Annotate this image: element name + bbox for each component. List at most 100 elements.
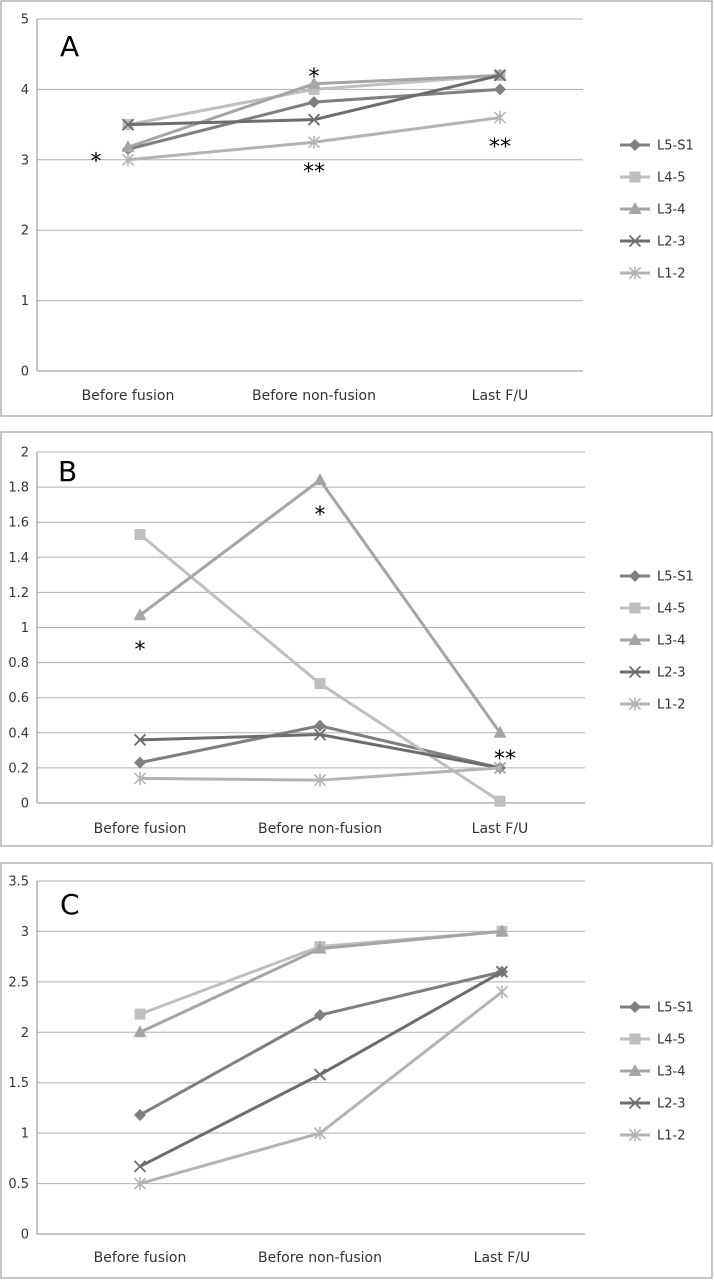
data-point-l1-2 xyxy=(493,761,507,775)
y-tick-label: 1.8 xyxy=(8,481,29,496)
y-tick-label: 0.2 xyxy=(8,761,29,776)
y-tick-label: 4 xyxy=(21,83,29,98)
legend-label: L5-S1 xyxy=(657,139,694,154)
x-tick-label: Before fusion xyxy=(94,1250,187,1266)
significance-annotation: * xyxy=(91,149,102,174)
chart-panel-b: 0 0.2 0.4 0.6 0.8 1 1.2 1.4 1.6 1.8 2 Before fusion… xyxy=(0,431,714,848)
legend-marker xyxy=(628,697,642,711)
data-point-l2-3 xyxy=(133,733,147,746)
data-point-l3-4 xyxy=(133,608,147,621)
panel-label: A xyxy=(60,30,79,63)
data-point-l1-2 xyxy=(133,771,147,785)
data-point-l4-5 xyxy=(134,528,146,540)
data-point-l3-4 xyxy=(313,473,327,486)
data-point-l3-4 xyxy=(493,725,507,738)
legend-label: L5-S1 xyxy=(657,570,694,585)
legend-label: L3-4 xyxy=(657,203,685,218)
y-tick-label: 0 xyxy=(21,365,29,380)
y-tick-label: 0.6 xyxy=(8,691,29,706)
legend-item-l2-3: L2-3 xyxy=(620,235,685,250)
chart-frame xyxy=(0,0,713,417)
data-point-l2-3 xyxy=(495,965,509,978)
x-tick-label: Before fusion xyxy=(82,388,175,404)
data-point-l5-s1 xyxy=(134,1108,146,1121)
legend-label: L4-5 xyxy=(657,1033,685,1048)
chart-c-svg: 0 0.5 1 1.5 2 2.5 3 3.5 Before fusion Before non-… xyxy=(0,862,713,1279)
legend-item-l3-4: L3-4 xyxy=(620,633,685,649)
legend-marker xyxy=(629,1001,641,1013)
data-point-l3-4 xyxy=(313,941,327,954)
y-tick-label: 1.4 xyxy=(8,551,29,566)
data-point-l2-3 xyxy=(121,118,135,131)
legend-item-l4-5: L4-5 xyxy=(620,602,685,617)
data-point-l5-s1 xyxy=(308,96,320,109)
legend-marker xyxy=(628,234,642,248)
series-l1-2 xyxy=(133,985,509,1191)
legend-marker xyxy=(629,171,641,183)
significance-annotation: ** xyxy=(494,747,516,772)
data-point-l1-2 xyxy=(121,153,135,167)
series-l3-4 xyxy=(133,924,509,1038)
series-l2-3 xyxy=(133,965,509,1173)
legend: L5-S1 L4-5 L3-4 L2-3 L1-2 xyxy=(620,570,694,713)
chart-a-svg: 0 1 2 3 4 5 Before fusion Before non-fusion Last… xyxy=(0,0,713,417)
series-l1-2 xyxy=(133,761,507,787)
y-tick-label: 0 xyxy=(21,1228,29,1243)
data-point-l2-3 xyxy=(493,69,507,82)
legend-marker xyxy=(628,1128,642,1142)
y-tick-label: 3 xyxy=(21,153,29,168)
legend-label: L4-5 xyxy=(657,602,685,617)
legend-item-l3-4: L3-4 xyxy=(620,202,685,218)
series-l4-5 xyxy=(134,528,506,807)
data-point-l1-2 xyxy=(495,985,509,999)
x-tick-label: Before non-fusion xyxy=(258,1250,382,1266)
x-tick-label: Before non-fusion xyxy=(258,821,382,837)
data-point-l2-3 xyxy=(313,1068,327,1081)
x-tick-label: Last F/U xyxy=(472,388,529,404)
chart-frame xyxy=(0,431,713,847)
y-tick-label: 1.6 xyxy=(8,516,29,531)
data-point-l4-5 xyxy=(134,1008,146,1020)
data-point-l3-4 xyxy=(133,1025,147,1038)
data-point-l1-2 xyxy=(313,773,327,787)
data-point-l4-5 xyxy=(314,678,326,690)
legend-marker xyxy=(629,1033,641,1045)
legend-marker xyxy=(628,665,642,679)
data-point-l1-2 xyxy=(133,1177,147,1191)
data-point-l5-s1 xyxy=(134,756,146,769)
y-tick-label: 1 xyxy=(21,294,29,309)
legend-marker xyxy=(628,633,642,645)
data-point-l2-3 xyxy=(307,113,321,126)
significance-annotation: ** xyxy=(489,135,511,160)
y-tick-label: 1 xyxy=(21,1127,29,1142)
legend-label: L1-2 xyxy=(657,698,685,713)
legend-item-l1-2: L1-2 xyxy=(620,1128,685,1144)
series-l1-2 xyxy=(121,111,507,167)
legend-marker xyxy=(629,602,641,614)
data-point-l5-s1 xyxy=(314,719,326,732)
chart-b-svg: 0 0.2 0.4 0.6 0.8 1 1.2 1.4 1.6 1.8 2 Before fusion… xyxy=(0,431,713,847)
legend-label: L3-4 xyxy=(657,1065,685,1080)
legend-item-l5-s1: L5-S1 xyxy=(620,1001,694,1016)
data-point-l2-3 xyxy=(313,728,327,741)
data-point-l1-2 xyxy=(307,135,321,149)
x-tick-label: Before fusion xyxy=(94,821,187,837)
series-l3-4 xyxy=(133,473,507,738)
legend-marker xyxy=(628,1064,642,1076)
y-tick-label: 1.2 xyxy=(8,586,29,601)
y-tick-label: 2 xyxy=(21,1026,29,1041)
legend-label: L4-5 xyxy=(657,171,685,186)
y-tick-label: 1.5 xyxy=(8,1076,29,1091)
panel-label: C xyxy=(60,888,80,921)
series-l2-3 xyxy=(121,69,507,131)
significance-annotation: * xyxy=(315,503,326,528)
data-point-l4-5 xyxy=(494,795,506,807)
x-tick-label: Last F/U xyxy=(472,821,529,837)
y-tick-label: 0.4 xyxy=(8,726,29,741)
legend-marker xyxy=(629,139,641,151)
data-point-l3-4 xyxy=(307,76,321,89)
legend-item-l2-3: L2-3 xyxy=(620,666,685,681)
y-tick-label: 3.5 xyxy=(8,875,29,890)
data-point-l3-4 xyxy=(121,140,135,153)
y-tick-label: 0.8 xyxy=(8,656,29,671)
